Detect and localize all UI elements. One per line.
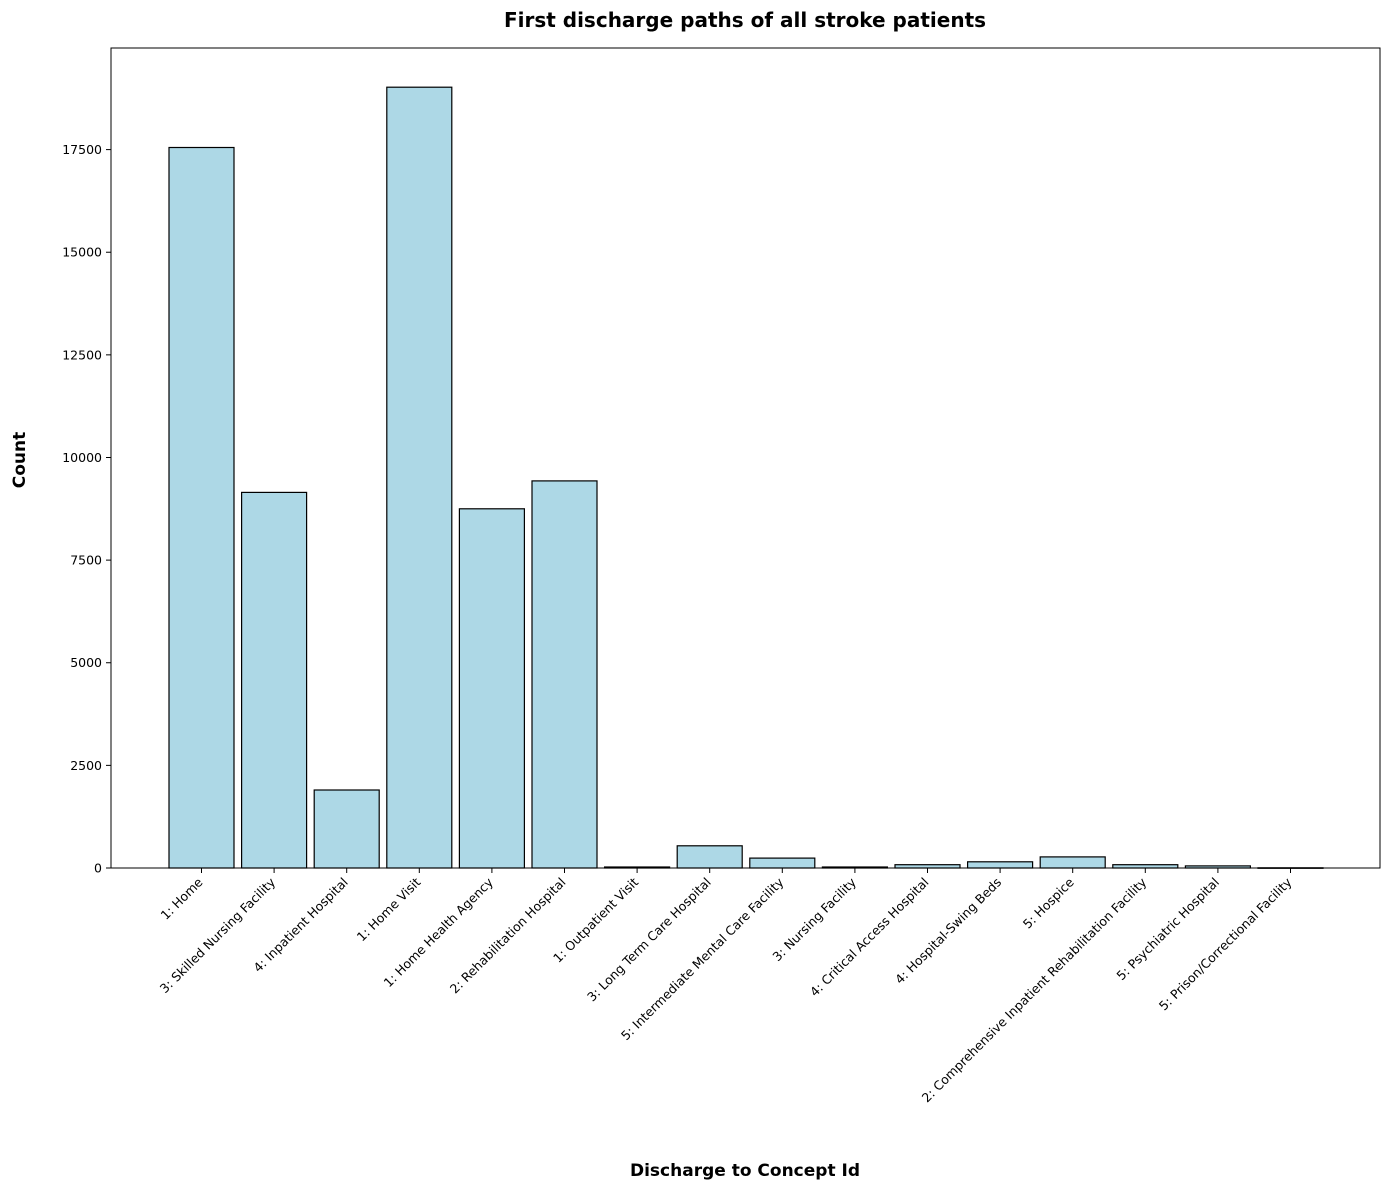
y-tick-label-3: 7500 [70, 553, 102, 568]
x-tick-label-1: 3: Skilled Nursing Facility [157, 874, 279, 996]
bar-3 [386, 86, 453, 869]
x-tick-label-7: 3: Long Term Care Hospital [584, 875, 714, 1005]
x-axis-label: Discharge to Concept Id [630, 1161, 860, 1181]
x-tick-label-0: 1: Home [157, 874, 205, 922]
y-axis-label: Count [10, 432, 30, 489]
y-axis-ticks: 0 2500 5000 7500 10000 12500 15000 17500 [62, 142, 111, 876]
chart-title: First discharge paths of all stroke pati… [504, 8, 986, 32]
y-tick-label-0: 0 [94, 861, 102, 876]
bars-group [168, 86, 1324, 869]
bar-1 [241, 491, 308, 869]
y-tick-label-2: 5000 [70, 655, 102, 670]
bar-8 [749, 857, 816, 869]
x-tick-label-15: 5: Prison/Correctional Facility [1156, 874, 1295, 1013]
bar-5 [531, 480, 598, 869]
bar-11 [966, 861, 1034, 869]
x-tick-label-8: 5: Intermediate Mental Care Facility [618, 874, 787, 1043]
x-tick-label-3: 1: Home Visit [354, 874, 424, 944]
y-tick-label-4: 10000 [62, 450, 102, 465]
bar-0 [168, 146, 235, 869]
y-tick-label-6: 15000 [62, 245, 102, 260]
y-tick-label-1: 2500 [70, 758, 102, 773]
y-tick-label-5: 12500 [62, 347, 102, 362]
x-tick-label-10: 4: Critical Access Hospital [807, 875, 932, 1000]
plot-frame [110, 47, 1381, 869]
bar-4 [458, 508, 525, 869]
bar-7 [676, 845, 743, 869]
bar-12 [1039, 856, 1106, 869]
bar-2 [313, 789, 380, 869]
x-tick-label-5: 2: Rehabilitation Hospital [447, 875, 569, 997]
x-tick-label-12: 5: Hospice [1020, 874, 1077, 931]
y-tick-label-7: 17500 [62, 142, 102, 157]
